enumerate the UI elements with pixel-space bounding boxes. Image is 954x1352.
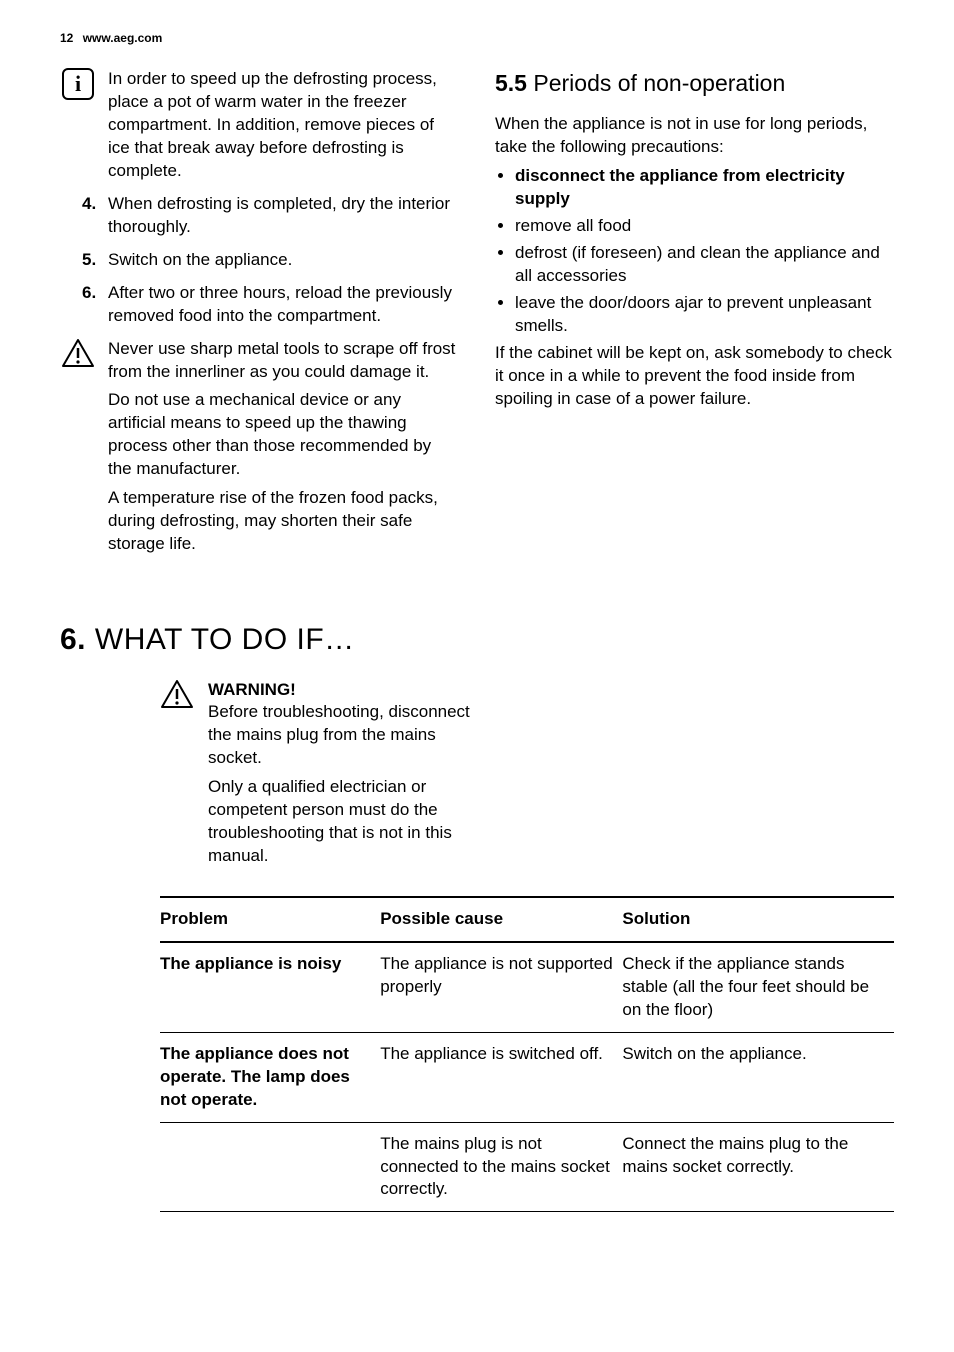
cell-solution: Check if the appliance stands stable (al…	[622, 942, 894, 1032]
step-number: 4.	[82, 193, 96, 216]
table-row: The appliance is noisy The appliance is …	[160, 942, 894, 1032]
subsection-heading: 5.5 Periods of non-operation	[495, 68, 894, 99]
warning-icon	[160, 679, 194, 875]
list-item: defrost (if foreseen) and clean the appl…	[515, 242, 894, 288]
caution-p1: Never use sharp metal tools to scrape of…	[108, 338, 459, 384]
step-list: 4. When defrosting is completed, dry the…	[60, 193, 459, 328]
col-cause: Possible cause	[380, 897, 622, 942]
two-column-layout: i In order to speed up the defrosting pr…	[60, 68, 894, 572]
col-problem: Problem	[160, 897, 380, 942]
warning-block: WARNING! Before troubleshooting, disconn…	[160, 679, 490, 875]
caution-p3: A temperature rise of the frozen food pa…	[108, 487, 459, 556]
cell-cause: The appliance is not supported properly	[380, 942, 622, 1032]
warning-title: WARNING!	[208, 679, 490, 702]
info-icon: i	[60, 68, 96, 183]
step-number: 5.	[82, 249, 96, 272]
table-row: The mains plug is not connected to the m…	[160, 1122, 894, 1212]
left-column: i In order to speed up the defrosting pr…	[60, 68, 459, 572]
step-text: Switch on the appliance.	[108, 250, 292, 269]
table-header-row: Problem Possible cause Solution	[160, 897, 894, 942]
col-solution: Solution	[622, 897, 894, 942]
after-paragraph: If the cabinet will be kept on, ask some…	[495, 342, 894, 411]
right-column: 5.5 Periods of non-operation When the ap…	[495, 68, 894, 572]
section-title: WHAT TO DO IF…	[95, 623, 355, 656]
caution-block: Never use sharp metal tools to scrape of…	[60, 338, 459, 562]
info-note-block: i In order to speed up the defrosting pr…	[60, 68, 459, 183]
list-item: 6. After two or three hours, reload the …	[108, 282, 459, 328]
section-heading: 6. WHAT TO DO IF…	[60, 620, 894, 661]
warning-text: WARNING! Before troubleshooting, disconn…	[208, 679, 490, 875]
subsection-number: 5.5	[495, 70, 527, 96]
intro-paragraph: When the appliance is not in use for lon…	[495, 113, 894, 159]
cell-solution: Switch on the appliance.	[622, 1032, 894, 1122]
list-item: 5. Switch on the appliance.	[108, 249, 459, 272]
step-text: After two or three hours, reload the pre…	[108, 283, 452, 325]
cell-problem: The appliance does not operate. The lamp…	[160, 1032, 380, 1122]
troubleshooting-table: Problem Possible cause Solution The appl…	[160, 896, 894, 1212]
caution-text: Never use sharp metal tools to scrape of…	[108, 338, 459, 562]
page-number: 12	[60, 30, 73, 46]
list-item: disconnect the appliance from electricit…	[515, 165, 894, 211]
cell-problem	[160, 1122, 380, 1212]
list-item: leave the door/doors ajar to prevent unp…	[515, 292, 894, 338]
table-row: The appliance does not operate. The lamp…	[160, 1032, 894, 1122]
caution-p2: Do not use a mechanical device or any ar…	[108, 389, 459, 481]
list-item: 4. When defrosting is completed, dry the…	[108, 193, 459, 239]
info-note-text: In order to speed up the defrosting proc…	[108, 68, 459, 183]
step-text: When defrosting is completed, dry the in…	[108, 194, 450, 236]
cell-cause: The mains plug is not connected to the m…	[380, 1122, 622, 1212]
cell-problem: The appliance is noisy	[160, 942, 380, 1032]
warning-p1: Before troubleshooting, disconnect the m…	[208, 701, 490, 770]
warning-p2: Only a qualified electrician or competen…	[208, 776, 490, 868]
list-item: remove all food	[515, 215, 894, 238]
site-url: www.aeg.com	[83, 31, 163, 45]
step-number: 6.	[82, 282, 96, 305]
cell-cause: The appliance is switched off.	[380, 1032, 622, 1122]
cell-solution: Connect the mains plug to the mains sock…	[622, 1122, 894, 1212]
subsection-title: Periods of non-operation	[533, 70, 785, 96]
page-header: 12 www.aeg.com	[60, 30, 894, 46]
section-number: 6.	[60, 623, 86, 656]
bullet-list: disconnect the appliance from electricit…	[495, 165, 894, 338]
warning-icon	[60, 338, 96, 562]
